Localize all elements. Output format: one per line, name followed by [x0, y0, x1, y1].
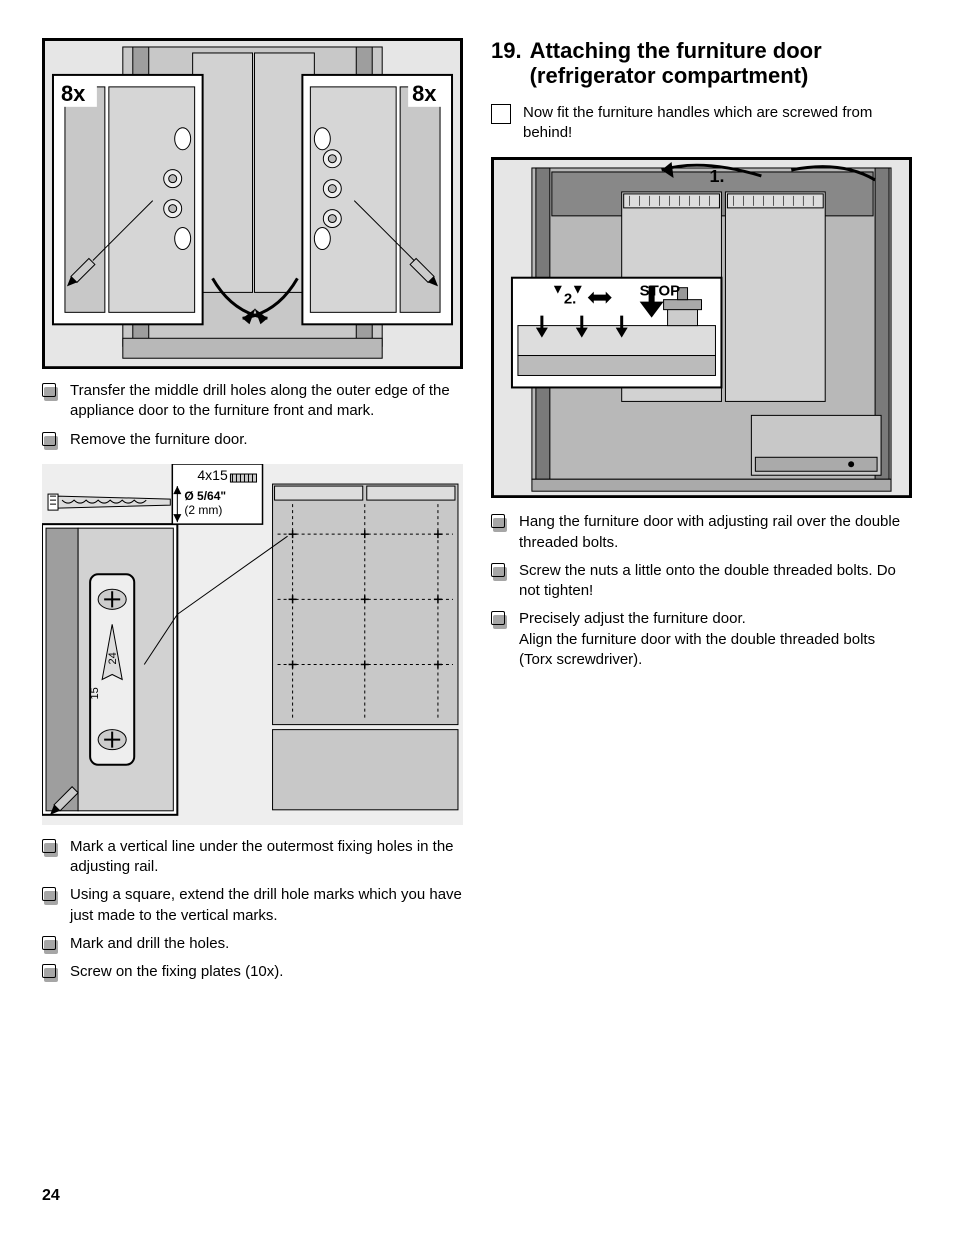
- heading-number: 19.: [491, 38, 522, 89]
- checkbox-icon: [491, 104, 511, 124]
- list-text: Transfer the middle drill holes along th…: [70, 381, 463, 422]
- page-columns: 8x 8x: [42, 38, 912, 996]
- list-item: Screw the nuts a little onto the double …: [491, 561, 912, 602]
- figure-fixing-plates: 15 24 4x15 Ø 5/64" (2 m: [42, 464, 463, 825]
- checkbox-text: Now fit the furniture handles which are …: [523, 103, 912, 144]
- heading-text: Attaching the furniture door (refrigerat…: [530, 38, 912, 89]
- bullet-icon: [42, 964, 56, 978]
- page-number: 24: [42, 1187, 60, 1205]
- list-text: Screw on the fixing plates (10x).: [70, 962, 283, 982]
- list-text: Screw the nuts a little onto the double …: [519, 561, 912, 602]
- bullet-icon: [42, 383, 56, 397]
- callout-8x-left: 8x: [61, 81, 86, 106]
- list-item: Using a square, extend the drill hole ma…: [42, 885, 463, 926]
- section-heading: 19. Attaching the furniture door (refrig…: [491, 38, 912, 89]
- list-item: Remove the furniture door.: [42, 430, 463, 450]
- figure-attach-door: 1.: [491, 157, 912, 498]
- list-item: Precisely adjust the furniture door. Ali…: [491, 609, 912, 670]
- left-column: 8x 8x: [42, 38, 463, 996]
- left-bullets-1: Transfer the middle drill holes along th…: [42, 381, 463, 450]
- list-text: Using a square, extend the drill hole ma…: [70, 885, 463, 926]
- bullet-icon: [42, 432, 56, 446]
- bullet-icon: [42, 936, 56, 950]
- drill-dia: Ø 5/64": [184, 489, 226, 503]
- list-item: Hang the furniture door with adjusting r…: [491, 512, 912, 553]
- list-text: Remove the furniture door.: [70, 430, 248, 450]
- list-item: Mark and drill the holes.: [42, 934, 463, 954]
- right-bullets: Hang the furniture door with adjusting r…: [491, 512, 912, 670]
- left-bullets-2: Mark a vertical line under the outermost…: [42, 837, 463, 983]
- step-2-label: 2.: [564, 291, 576, 308]
- figure-drill-marks: 8x 8x: [42, 38, 463, 369]
- bullet-icon: [491, 611, 505, 625]
- right-column: 19. Attaching the furniture door (refrig…: [491, 38, 912, 996]
- callout-8x-right: 8x: [412, 81, 437, 106]
- dim-24: 24: [107, 652, 119, 664]
- bullet-icon: [42, 887, 56, 901]
- bullet-icon: [491, 563, 505, 577]
- checkbox-note: Now fit the furniture handles which are …: [491, 103, 912, 144]
- drill-spec-label: 4x15: [197, 467, 228, 483]
- list-item: Transfer the middle drill holes along th…: [42, 381, 463, 422]
- step-1-label: 1.: [709, 166, 724, 186]
- list-text: Hang the furniture door with adjusting r…: [519, 512, 912, 553]
- list-text: Mark and drill the holes.: [70, 934, 229, 954]
- drill-mm: (2 mm): [184, 503, 222, 517]
- list-text: Mark a vertical line under the outermost…: [70, 837, 463, 878]
- stop-label: STOP: [640, 283, 680, 300]
- list-item: Mark a vertical line under the outermost…: [42, 837, 463, 878]
- list-item: Screw on the fixing plates (10x).: [42, 962, 463, 982]
- bullet-icon: [42, 839, 56, 853]
- bullet-icon: [491, 514, 505, 528]
- list-text: Precisely adjust the furniture door. Ali…: [519, 609, 912, 670]
- dim-15: 15: [89, 687, 101, 699]
